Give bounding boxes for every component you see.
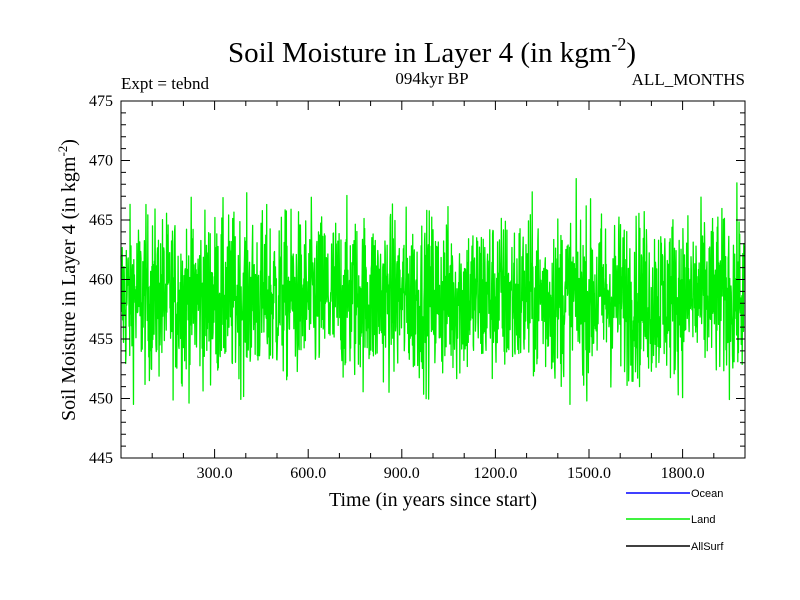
land-series-path xyxy=(120,177,746,406)
x-tick-label: 300.0 xyxy=(197,465,233,482)
y-axis-label-text: Soil Moisture in Layer 4 (in kgm xyxy=(58,156,80,421)
subtitle-center: 094kyr BP xyxy=(395,69,468,88)
y-tick-label: 460 xyxy=(89,272,113,289)
y-tick-label: 450 xyxy=(89,391,113,408)
y-tick-label: 445 xyxy=(89,450,113,467)
x-tick-label: 1800.0 xyxy=(661,465,705,482)
legend-ocean-label: Ocean xyxy=(691,488,723,500)
subtitle-right: ALL_MONTHS xyxy=(632,70,745,89)
x-tick-label: 900.0 xyxy=(384,465,420,482)
chart-title-text: Soil Moisture in Layer 4 (in kgm xyxy=(228,37,612,69)
chart-title-superscript: -2 xyxy=(611,34,626,54)
x-tick-label: 600.0 xyxy=(290,465,326,482)
land-series-line xyxy=(120,177,746,406)
y-tick-label: 465 xyxy=(89,212,113,229)
x-tick-labels: 300.0 600.0 900.0 1200.0 1500.0 1800.0 xyxy=(197,465,705,482)
x-axis-label: Time (in years since start) xyxy=(329,489,537,511)
chart-title: Soil Moisture in Layer 4 (in kgm-2) xyxy=(228,34,636,69)
legend: Ocean Land AllSurf xyxy=(626,488,724,553)
legend-land-label: Land xyxy=(691,514,715,526)
y-tick-labels: 445 450 455 460 465 470 475 xyxy=(89,93,113,467)
y-tick-label: 470 xyxy=(89,153,113,170)
axis-ticks xyxy=(121,101,745,458)
y-axis-label-superscript: -2 xyxy=(55,146,70,157)
y-tick-label: 475 xyxy=(89,93,113,110)
chart-title-close: ) xyxy=(626,37,636,69)
subtitle-left: Expt = tebnd xyxy=(121,74,209,93)
x-tick-label: 1500.0 xyxy=(567,465,611,482)
y-tick-label: 455 xyxy=(89,331,113,348)
x-tick-label: 1200.0 xyxy=(473,465,517,482)
y-axis-label-close: ) xyxy=(58,139,80,146)
legend-allsurf-label: AllSurf xyxy=(691,541,724,553)
y-axis-label: Soil Moisture in Layer 4 (in kgm-2) xyxy=(55,139,80,421)
tick-marks xyxy=(121,101,745,458)
